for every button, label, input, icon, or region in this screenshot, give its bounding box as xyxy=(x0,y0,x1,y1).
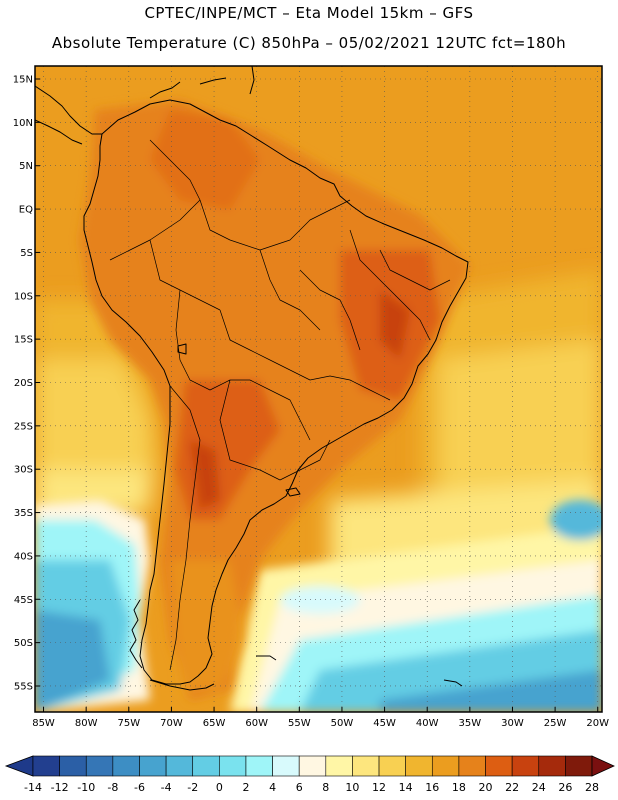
colorbar-label: 22 xyxy=(505,781,519,794)
colorbar-label: 0 xyxy=(216,781,223,794)
colorbar-labels: -14 -12 -10 -8 -6 -4 -2 0 2 4 6 8 10 12 14 16 18 20 22 24 26… xyxy=(24,781,599,794)
colorbar-swatch xyxy=(458,755,486,777)
colorbar-swatch xyxy=(112,755,140,777)
colorbar-swatch xyxy=(511,755,540,777)
map-title: CPTEC/INPE/MCT – Eta Model 15km – GFS xyxy=(144,4,474,22)
colorbar-label: 2 xyxy=(242,781,249,794)
colorbar-label: 14 xyxy=(399,781,413,794)
colorbar-swatch xyxy=(219,755,247,777)
country-borders xyxy=(109,139,451,671)
colorbar-label: -10 xyxy=(77,781,95,794)
colorbar-label: 20 xyxy=(479,781,493,794)
map-frame xyxy=(34,65,603,713)
colorbar-swatch xyxy=(139,755,167,777)
colorbar-label: -2 xyxy=(187,781,198,794)
colorbar-label: -4 xyxy=(161,781,172,794)
colorbar-swatch xyxy=(352,755,380,777)
colorbar-swatch xyxy=(431,755,460,777)
lat-label: 40S xyxy=(14,551,33,562)
lon-label: 70W xyxy=(160,718,183,729)
lon-label: 60W xyxy=(245,718,268,729)
lon-label: 85W xyxy=(32,718,55,729)
map-subtitle: Absolute Temperature (C) 850hPa – 05/02/… xyxy=(51,34,567,52)
lat-label: 5S xyxy=(20,248,33,259)
colorbar-label: 8 xyxy=(322,781,329,794)
lon-label: 80W xyxy=(75,718,98,729)
colorbar-under-arrow xyxy=(4,755,34,777)
lat-label: 25S xyxy=(14,421,33,432)
lat-label: 55S xyxy=(14,681,33,692)
colorbar-swatch xyxy=(245,755,273,777)
lat-label: 35S xyxy=(14,508,33,519)
colorbar-label: 26 xyxy=(558,781,572,794)
colorbar-label: -14 xyxy=(24,781,42,794)
colorbar-swatch xyxy=(405,755,433,777)
colorbar-swatch xyxy=(298,755,327,777)
lon-label: 30W xyxy=(501,718,524,729)
lon-label: 40W xyxy=(416,718,439,729)
colorbar-label: -8 xyxy=(107,781,118,794)
colorbar-swatch xyxy=(192,755,220,777)
lon-label: 25W xyxy=(544,718,567,729)
colorbar-label: 24 xyxy=(532,781,546,794)
lat-label: 45S xyxy=(14,595,33,606)
lon-label: 50W xyxy=(331,718,354,729)
lon-label: 75W xyxy=(117,718,140,729)
coastline xyxy=(35,66,469,691)
colorbar-label: 10 xyxy=(345,781,359,794)
lon-label: 45W xyxy=(373,718,396,729)
lat-label: 10S xyxy=(14,291,33,302)
colorbar-label: 6 xyxy=(296,781,303,794)
lat-label: 10N xyxy=(13,118,33,129)
lat-label: 50S xyxy=(14,638,33,649)
colorbar-swatch xyxy=(325,755,353,777)
lon-label: 55W xyxy=(288,718,311,729)
lon-label: 20W xyxy=(586,718,609,729)
colorbar-swatch xyxy=(165,755,194,777)
lat-label: 5N xyxy=(19,161,33,172)
lat-label: 15N xyxy=(13,75,33,86)
colorbar-swatch xyxy=(565,755,593,777)
colorbar-label: 28 xyxy=(585,781,599,794)
colorbar-swatch xyxy=(538,755,566,777)
latitude-labels: 15N 10N 5N EQ 5S 10S 15S 20S 25S 30S 35S 40S 45S 50S 5… xyxy=(13,75,40,692)
lat-label: EQ xyxy=(19,205,33,216)
lon-label: 65W xyxy=(203,718,226,729)
lat-label: 30S xyxy=(14,465,33,476)
colorbar-label: -12 xyxy=(51,781,69,794)
longitude-labels: 85W 80W 75W 70W 65W 60W 55W 50W 45W 40W 35W 30W 25W 2… xyxy=(32,707,609,729)
lat-label: 15S xyxy=(14,335,33,346)
colorbar-label: 16 xyxy=(425,781,439,794)
colorbar-over-arrow xyxy=(591,755,615,777)
colorbar-label: -6 xyxy=(134,781,145,794)
colorbar-swatch xyxy=(85,755,114,777)
temperature-field xyxy=(35,66,602,712)
colorbar-label: 4 xyxy=(269,781,276,794)
colorbar-swatch xyxy=(59,755,87,777)
colorbar-label: 18 xyxy=(452,781,466,794)
colorbar-swatch xyxy=(378,755,406,777)
lon-label: 35W xyxy=(459,718,482,729)
colorbar-swatch xyxy=(32,755,60,777)
colorbar-swatch xyxy=(485,755,513,777)
colorbar-swatch xyxy=(272,755,300,777)
colorbar xyxy=(4,755,615,777)
lat-label: 20S xyxy=(14,378,33,389)
colorbar-label: 12 xyxy=(372,781,386,794)
